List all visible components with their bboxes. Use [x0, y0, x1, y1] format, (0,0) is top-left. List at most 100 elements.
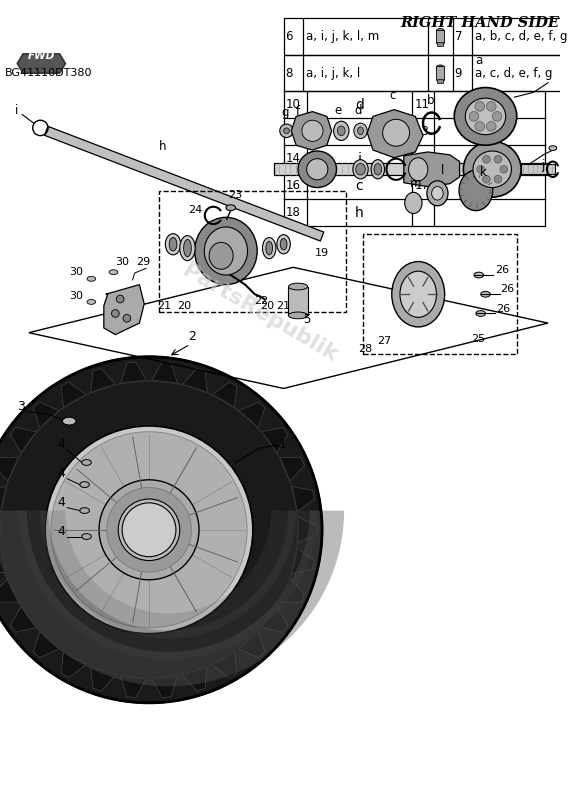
- Text: 12: 12: [286, 126, 300, 138]
- Text: j: j: [542, 159, 545, 172]
- Polygon shape: [262, 606, 287, 632]
- Ellipse shape: [169, 238, 177, 251]
- Text: 30: 30: [69, 267, 83, 277]
- Ellipse shape: [356, 163, 366, 175]
- Circle shape: [486, 122, 496, 131]
- Ellipse shape: [371, 160, 385, 179]
- Polygon shape: [292, 111, 332, 150]
- Polygon shape: [121, 676, 146, 698]
- Text: 7: 7: [455, 30, 462, 43]
- Ellipse shape: [405, 192, 422, 214]
- Bar: [289, 286, 308, 315]
- Circle shape: [123, 314, 131, 322]
- Ellipse shape: [87, 299, 96, 304]
- Circle shape: [122, 503, 176, 557]
- Polygon shape: [0, 578, 19, 602]
- Polygon shape: [10, 427, 37, 453]
- Text: 19: 19: [315, 248, 329, 258]
- Text: 15: 15: [415, 152, 429, 165]
- Ellipse shape: [204, 227, 248, 275]
- Text: d: d: [355, 103, 363, 117]
- Text: 21: 21: [157, 301, 171, 310]
- Polygon shape: [404, 152, 459, 186]
- Ellipse shape: [195, 218, 257, 285]
- Text: FWD: FWD: [28, 51, 55, 61]
- Polygon shape: [152, 676, 177, 698]
- Ellipse shape: [481, 291, 490, 297]
- Text: a, i, j, k, l, m: a, i, j, k, l, m: [305, 30, 379, 43]
- Ellipse shape: [80, 508, 89, 514]
- Text: k: k: [480, 166, 487, 179]
- Bar: [437, 66, 444, 80]
- Circle shape: [51, 432, 247, 628]
- Bar: [437, 42, 443, 46]
- Text: a, b, c, d, e, f, g: a, b, c, d, e, f, g: [475, 30, 567, 43]
- Ellipse shape: [463, 142, 521, 197]
- Text: 30: 30: [69, 291, 83, 301]
- Ellipse shape: [353, 160, 368, 179]
- Bar: [159, 191, 346, 311]
- Ellipse shape: [262, 238, 276, 258]
- Ellipse shape: [382, 119, 409, 146]
- Ellipse shape: [374, 163, 382, 175]
- Ellipse shape: [409, 158, 428, 181]
- Ellipse shape: [437, 65, 444, 70]
- Text: 28: 28: [358, 344, 373, 354]
- Text: g: g: [282, 106, 289, 119]
- Ellipse shape: [209, 242, 233, 270]
- Text: 14: 14: [286, 152, 300, 165]
- Text: 4: 4: [58, 525, 65, 538]
- Circle shape: [494, 155, 502, 163]
- Ellipse shape: [289, 283, 308, 290]
- Polygon shape: [238, 631, 265, 658]
- Circle shape: [118, 499, 180, 561]
- Ellipse shape: [354, 123, 367, 138]
- Text: 16: 16: [286, 179, 300, 192]
- Text: m: m: [410, 177, 421, 190]
- Bar: [521, 165, 554, 174]
- Bar: [437, 79, 443, 82]
- Ellipse shape: [302, 120, 323, 142]
- Ellipse shape: [180, 236, 195, 261]
- Text: 25: 25: [470, 334, 485, 344]
- Text: 26: 26: [501, 284, 515, 294]
- Text: 22: 22: [254, 296, 269, 306]
- Circle shape: [475, 122, 484, 131]
- Text: 20: 20: [260, 301, 275, 310]
- Text: 4: 4: [58, 467, 65, 480]
- Text: 6: 6: [286, 30, 293, 43]
- Polygon shape: [212, 382, 237, 408]
- Text: c: c: [356, 178, 363, 193]
- Text: a, i, j, k, l: a, i, j, k, l: [305, 66, 360, 80]
- Polygon shape: [212, 652, 237, 678]
- Text: 30: 30: [115, 258, 129, 267]
- Ellipse shape: [427, 181, 448, 206]
- Ellipse shape: [109, 270, 118, 274]
- Ellipse shape: [338, 126, 345, 136]
- Text: g: g: [485, 125, 494, 138]
- Ellipse shape: [357, 127, 363, 134]
- Text: 2: 2: [188, 330, 196, 343]
- Circle shape: [45, 426, 253, 634]
- Circle shape: [469, 111, 479, 121]
- Ellipse shape: [266, 242, 273, 255]
- Bar: [283, 18, 583, 55]
- Polygon shape: [44, 126, 324, 241]
- Text: 13: 13: [415, 126, 429, 138]
- Text: 11: 11: [415, 98, 429, 111]
- Polygon shape: [0, 548, 6, 574]
- Text: 3: 3: [17, 400, 25, 413]
- Ellipse shape: [82, 460, 92, 466]
- Circle shape: [500, 166, 508, 173]
- Text: 23: 23: [229, 190, 243, 200]
- Polygon shape: [17, 54, 65, 73]
- Circle shape: [107, 487, 191, 572]
- Circle shape: [494, 175, 502, 183]
- Text: 29: 29: [136, 258, 151, 267]
- Circle shape: [477, 166, 484, 173]
- Ellipse shape: [549, 146, 557, 150]
- Ellipse shape: [226, 205, 236, 210]
- Text: f: f: [487, 178, 492, 193]
- Polygon shape: [104, 285, 144, 334]
- Ellipse shape: [289, 312, 308, 318]
